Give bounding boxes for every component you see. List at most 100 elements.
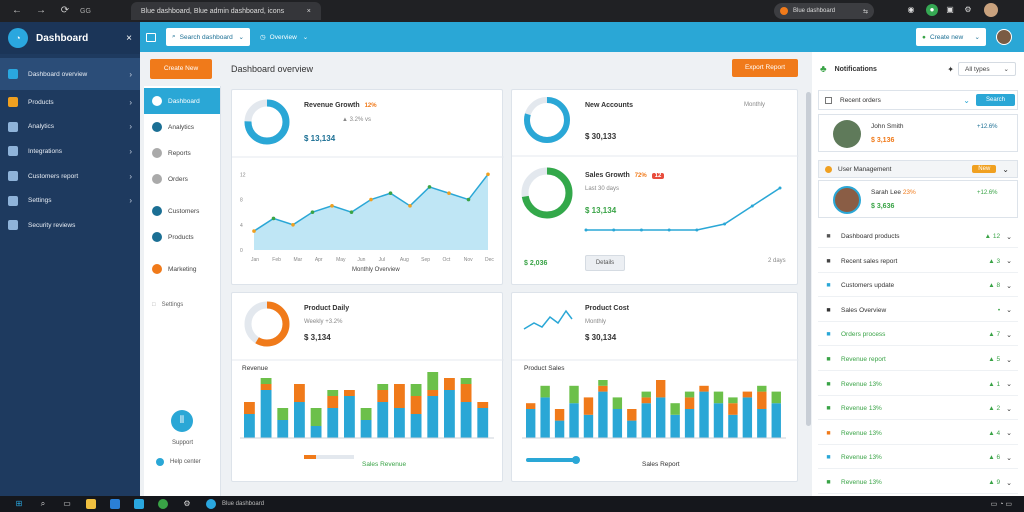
slider-track[interactable]	[526, 458, 576, 462]
puzzle-icon[interactable]: ✦	[947, 64, 954, 74]
notification-row[interactable]: ■ Revenue 13% ▲ 1 ⌄	[818, 374, 1018, 396]
secondary-nav-footer-link[interactable]: □ Settings	[152, 302, 183, 308]
secondary-nav-item[interactable]: Marketing	[144, 256, 220, 282]
extension-icon[interactable]: ◉	[907, 5, 915, 14]
create-new-button[interactable]: Create New	[150, 59, 212, 79]
sidebar-item-1[interactable]: Products ›	[0, 90, 140, 115]
secondary-nav-item[interactable]: Products	[144, 224, 220, 250]
explorer-icon[interactable]	[86, 499, 96, 509]
notification-row[interactable]: ■ Revenue 13% ▲ 6 ⌄	[818, 447, 1018, 470]
revenue-ring	[244, 99, 290, 145]
chevron-down-icon[interactable]: ⌄	[1006, 356, 1012, 364]
checkbox[interactable]	[825, 96, 832, 104]
chevron-down-icon[interactable]: ⌄	[963, 95, 970, 105]
secondary-nav-item[interactable]: Analytics	[144, 114, 220, 140]
notification-row[interactable]: ■ Recent sales report ▲ 3 ⌄	[818, 251, 1018, 273]
notification-row[interactable]: ■ Revenue 13% ▲ 9 ⌄	[818, 472, 1018, 494]
secondary-nav-item[interactable]: Customers	[144, 198, 220, 224]
chevron-down-icon[interactable]: ⌄	[1006, 233, 1012, 241]
row-label: Customers update	[841, 282, 895, 290]
chevron-down-icon: ⌄	[238, 34, 244, 41]
share-icon[interactable]: ⇆	[862, 8, 868, 15]
task-view-icon[interactable]: ▭	[63, 499, 71, 508]
main-scrollbar[interactable]	[806, 92, 811, 426]
profile-photo-2	[833, 186, 861, 214]
accounts-title: New Accounts	[585, 102, 633, 109]
chevron-right-icon: ›	[129, 122, 132, 132]
details-button[interactable]: Details	[585, 255, 625, 271]
user-avatar[interactable]	[996, 29, 1012, 45]
notification-row[interactable]: ■ Orders process ▲ 7 ⌄	[818, 324, 1018, 347]
slider-handle[interactable]	[572, 456, 580, 464]
url-bar[interactable]: Blue dashboard ⇆	[774, 3, 874, 19]
notification-icon[interactable]: ●	[926, 4, 938, 16]
user-icon	[8, 220, 18, 231]
notification-row[interactable]: ■ Revenue report ▲ 5 ⌄	[818, 349, 1018, 371]
chevron-down-icon[interactable]: ⌄	[1006, 479, 1012, 487]
export-report-button[interactable]: Export Report	[732, 59, 798, 77]
puzzle-icon[interactable]: ▣	[946, 5, 954, 14]
profile-avatar[interactable]	[984, 3, 998, 17]
mail-icon[interactable]	[110, 499, 120, 509]
chevron-down-icon[interactable]: ⌄	[1006, 430, 1012, 438]
back-icon[interactable]: ←	[12, 5, 22, 16]
tab-close-icon[interactable]: ×	[306, 7, 311, 15]
search-icon[interactable]: ⌕	[40, 499, 46, 508]
search-dropdown[interactable]: ⌕ Search dashboard ⌄	[166, 28, 250, 46]
forward-icon[interactable]: →	[36, 5, 46, 16]
notification-row[interactable]: ■ Customers update ▲ 8 ⌄	[818, 275, 1018, 298]
sidebar-item-5[interactable]: Settings ›	[0, 188, 140, 213]
chevron-down-icon[interactable]: ⌄	[1006, 282, 1012, 290]
secondary-nav-item[interactable]: Reports	[144, 140, 220, 166]
notification-row[interactable]: ■ Revenue 13% ▲ 2 ⌄	[818, 398, 1018, 421]
support-icon[interactable]: ⫴	[171, 410, 193, 432]
create-new-dropdown[interactable]: ● Create new ⌄	[916, 28, 986, 46]
chevron-down-icon[interactable]: ⌄	[1002, 164, 1009, 174]
chevron-down-icon[interactable]: ⌄	[1006, 331, 1012, 339]
secondary-nav-label: Products	[168, 233, 194, 241]
data-point	[388, 191, 393, 196]
app-icon[interactable]	[206, 499, 216, 509]
sidebar-item-0[interactable]: Dashboard overview ›	[0, 58, 140, 90]
data-point	[486, 172, 490, 177]
browser-tab[interactable]: Blue dashboard, Blue admin dashboard, ic…	[130, 2, 321, 20]
close-icon[interactable]: ×	[126, 32, 132, 44]
windows-icon[interactable]: ⊞	[15, 499, 23, 508]
secondary-nav-item[interactable]: Orders	[144, 166, 220, 192]
x-tick-label: Jan	[251, 257, 259, 263]
store-icon[interactable]	[134, 499, 144, 509]
chevron-down-icon[interactable]: ⌄	[1006, 381, 1012, 389]
sidebar-item-4[interactable]: Customers report ›	[0, 164, 140, 189]
filter-dropdown[interactable]: ◷ Overview ⌄	[260, 33, 308, 42]
search-button[interactable]: Search	[975, 94, 1015, 106]
secondary-nav-item[interactable]: Dashboard	[144, 88, 220, 114]
row-icon: ■	[826, 479, 831, 486]
data-point	[408, 204, 412, 208]
product-cost-value: $ 30,134	[585, 333, 617, 342]
notification-row[interactable]: ■ Dashboard products ▲ 12 ⌄	[818, 226, 1018, 248]
settings-icon[interactable]: ⚙	[183, 499, 191, 508]
x-tick-label: Apr	[315, 257, 323, 263]
chevron-right-icon: ›	[129, 171, 132, 181]
bar	[344, 396, 355, 438]
chevron-down-icon[interactable]: ⌄	[1006, 258, 1012, 266]
menu-icon[interactable]	[146, 32, 156, 42]
chevron-down-icon[interactable]: ⌄	[1006, 307, 1012, 315]
reload-icon[interactable]: ⟳	[60, 5, 70, 16]
info-icon	[825, 165, 832, 173]
type-filter[interactable]: All types ⌄	[958, 62, 1016, 76]
sidebar-item-label: Security reviews	[28, 221, 76, 229]
settings-icon[interactable]: ⚙	[964, 5, 972, 14]
notification-row[interactable]: ■ Revenue 13% ▲ 4 ⌄	[818, 423, 1018, 445]
chevron-down-icon[interactable]: ⌄	[1006, 405, 1012, 413]
product-bars-title: Product Sales	[524, 365, 565, 372]
sidebar-item-2[interactable]: Analytics ›	[0, 115, 140, 140]
help-center-link[interactable]: Help center	[156, 458, 201, 466]
chrome-icon[interactable]	[158, 499, 168, 509]
sidebar-item-3[interactable]: Integrations ›	[0, 139, 140, 164]
product-daily-title: Product Daily	[304, 305, 350, 312]
sidebar-item-6[interactable]: Security reviews	[0, 213, 140, 238]
chevron-down-icon[interactable]: ⌄	[1006, 454, 1012, 462]
row-label: Revenue report	[841, 356, 886, 363]
notification-row[interactable]: ■ Sales Overview • ⌄	[818, 300, 1018, 322]
